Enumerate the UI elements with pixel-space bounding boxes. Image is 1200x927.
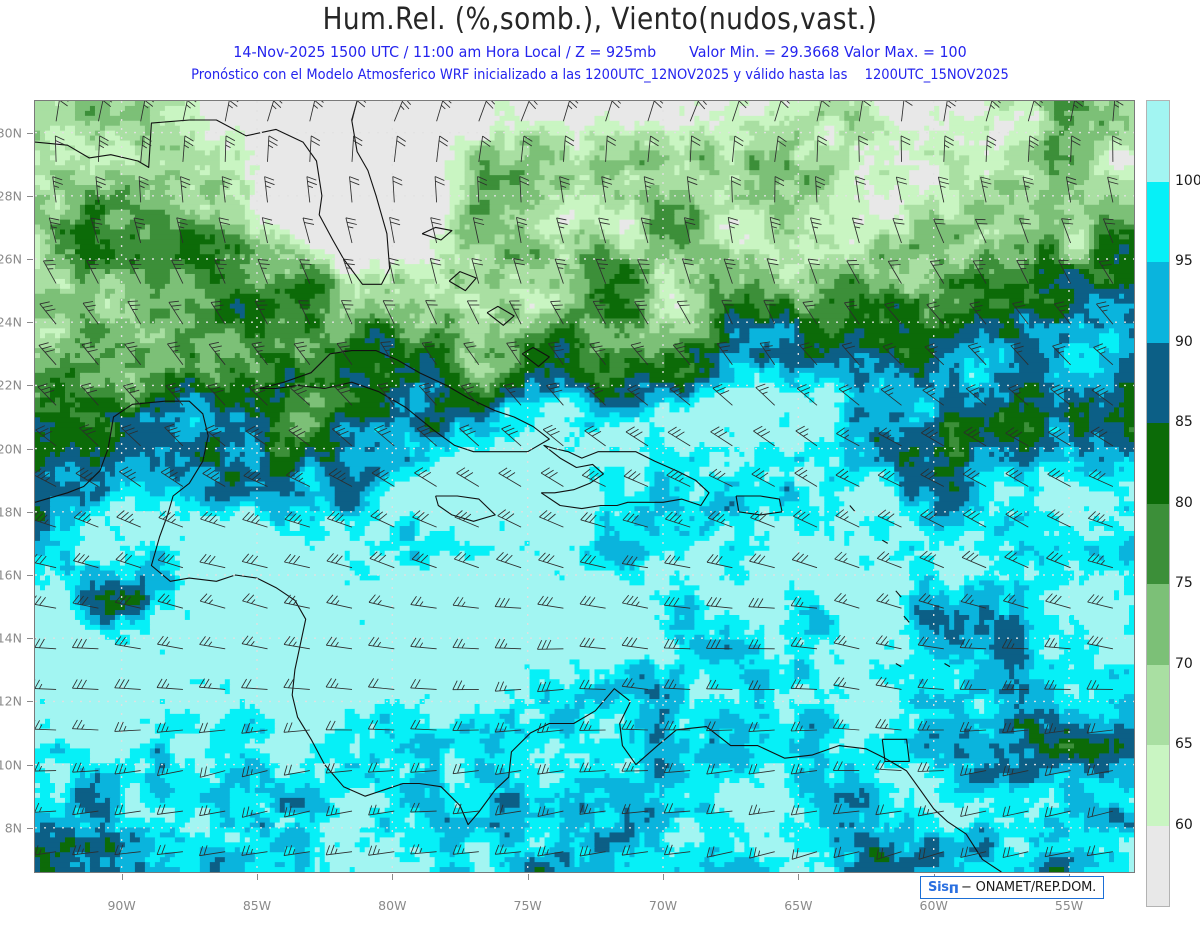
lat-tick-label-8N: 8N bbox=[4, 820, 22, 836]
lat-tick-label-16N: 16N bbox=[0, 567, 22, 583]
lat-tick-label-20N: 20N bbox=[0, 441, 22, 457]
colorbar-tick-label-75: 75 bbox=[1175, 575, 1193, 591]
lat-tick-label-28N: 28N bbox=[0, 188, 22, 204]
subtitle-line-1: 14-Nov-2025 1500 UTC / 11:00 am Hora Loc… bbox=[48, 43, 1152, 61]
colorbar-tick-label-60: 60 bbox=[1175, 816, 1193, 833]
lat-tick-mark bbox=[27, 258, 33, 260]
lon-tick-mark bbox=[256, 874, 258, 880]
lat-tick-mark bbox=[27, 195, 33, 197]
lat-tick-label-14N: 14N bbox=[0, 630, 22, 646]
lat-tick-mark bbox=[27, 574, 33, 576]
source-badge: Sis ᴨ − ONAMET/REP.DOM. bbox=[920, 876, 1105, 899]
lat-tick-mark bbox=[27, 638, 33, 640]
lon-tick-label-80W: 80W bbox=[378, 898, 407, 913]
header: Hum.Rel. (%,somb.), Viento(nudos,vast.) … bbox=[0, 0, 1200, 95]
colorbar-tick-label-95: 95 bbox=[1175, 253, 1193, 269]
lon-tick-mark bbox=[663, 874, 664, 880]
subtitle-valid-time: 14-Nov-2025 1500 UTC / 11:00 am Hora Loc… bbox=[233, 43, 657, 61]
lat-tick-label-26N: 26N bbox=[0, 251, 22, 267]
map-plot-area[interactable] bbox=[34, 100, 1135, 873]
subtitle-line-2: Pronóstico con el Modelo Atmosferico WRF… bbox=[60, 67, 1140, 83]
lat-tick-mark bbox=[27, 322, 33, 324]
colorbar-band-65-70 bbox=[1147, 664, 1169, 745]
lat-tick-label-24N: 24N bbox=[0, 314, 22, 330]
lon-tick-mark bbox=[392, 874, 394, 880]
lon-tick-label-60W: 60W bbox=[919, 898, 948, 913]
lat-tick-label-18N: 18N bbox=[0, 504, 22, 520]
lat-tick-label-30N: 30N bbox=[0, 125, 22, 141]
lon-tick-mark bbox=[527, 874, 529, 880]
colorbar-tick-label-85: 85 bbox=[1175, 414, 1193, 430]
colorbar-band-70-75 bbox=[1147, 584, 1169, 665]
colorbar-tick-label-100: 100 bbox=[1175, 172, 1200, 189]
colorbar-band-<60 bbox=[1147, 825, 1169, 906]
colorbar-tick-label-70: 70 bbox=[1175, 655, 1193, 672]
subtitle-model-info: Pronóstico con el Modelo Atmosferico WRF… bbox=[191, 67, 848, 83]
colorbar-band-60-65 bbox=[1147, 745, 1169, 826]
lon-tick-label-75W: 75W bbox=[513, 898, 542, 913]
lon-tick-label-55W: 55W bbox=[1054, 898, 1084, 913]
logo-tt-glyph: ᴨ bbox=[948, 878, 959, 897]
colorbar-band-80-85 bbox=[1147, 423, 1169, 504]
subtitle-minmax: Valor Min. = 29.3668 Valor Max. = 100 bbox=[689, 43, 967, 61]
lat-tick-mark bbox=[27, 385, 33, 387]
colorbar-band-85-90 bbox=[1147, 342, 1169, 423]
colorbar-band-90-95 bbox=[1147, 262, 1169, 343]
lat-tick-label-12N: 12N bbox=[0, 693, 22, 709]
lat-tick-mark bbox=[27, 701, 33, 703]
lat-tick-mark bbox=[27, 448, 33, 450]
lon-tick-mark bbox=[121, 874, 123, 880]
lon-tick-label-65W: 65W bbox=[784, 898, 813, 913]
colorbar-band-100+ bbox=[1147, 101, 1169, 182]
page-title: Hum.Rel. (%,somb.), Viento(nudos,vast.) bbox=[322, 2, 878, 37]
colorbar-tick-label-65: 65 bbox=[1175, 736, 1193, 752]
lon-tick-mark bbox=[798, 874, 800, 880]
lon-tick-label-70W: 70W bbox=[648, 898, 678, 913]
lat-tick-mark bbox=[27, 827, 33, 829]
subtitle-valid-until: 1200UTC_15NOV2025 bbox=[864, 67, 1009, 83]
lat-tick-label-22N: 22N bbox=[0, 377, 22, 393]
lat-tick-mark bbox=[27, 511, 33, 513]
lat-tick-mark bbox=[27, 764, 33, 766]
colorbar-tick-label-90: 90 bbox=[1175, 333, 1193, 350]
lat-tick-mark bbox=[27, 132, 33, 134]
logo-sis-text: Sis bbox=[928, 880, 949, 895]
lon-tick-label-90W: 90W bbox=[107, 898, 136, 913]
humidity-field-svg bbox=[35, 101, 1134, 872]
colorbar[interactable] bbox=[1146, 100, 1170, 907]
lon-tick-label-85W: 85W bbox=[242, 898, 272, 913]
colorbar-tick-label-80: 80 bbox=[1175, 494, 1193, 511]
lat-tick-label-10N: 10N bbox=[0, 757, 22, 773]
colorbar-band-75-80 bbox=[1147, 503, 1169, 584]
logo-agency-text: − ONAMET/REP.DOM. bbox=[961, 880, 1097, 895]
colorbar-band-95-100 bbox=[1147, 181, 1169, 262]
